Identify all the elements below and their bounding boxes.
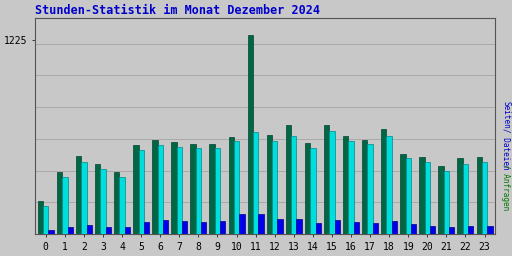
Bar (190, 144, 196, 234)
Bar (449, 227, 455, 234)
Bar (105, 227, 111, 234)
Bar (95, 164, 100, 234)
Bar (172, 142, 177, 234)
Bar (291, 136, 296, 234)
Bar (239, 214, 245, 234)
Bar (125, 227, 130, 234)
Bar (100, 169, 105, 234)
Bar (278, 219, 283, 234)
Bar (38, 201, 43, 234)
Bar (411, 224, 416, 234)
Bar (444, 171, 449, 234)
Bar (362, 140, 368, 234)
Bar (487, 226, 493, 234)
Bar (310, 148, 315, 234)
Text: Stunden-Statistik im Monat Dezember 2024: Stunden-Statistik im Monat Dezember 2024 (35, 4, 321, 17)
Bar (209, 144, 215, 234)
Bar (272, 141, 278, 234)
Bar (354, 222, 359, 234)
Bar (286, 125, 291, 234)
Bar (248, 35, 253, 234)
Bar (296, 219, 302, 234)
Bar (430, 226, 435, 234)
Bar (258, 214, 264, 234)
Bar (348, 141, 354, 234)
Bar (424, 162, 430, 234)
Bar (220, 221, 225, 234)
Bar (163, 220, 168, 234)
Bar (119, 177, 125, 234)
Bar (144, 222, 149, 234)
Bar (324, 125, 329, 234)
Bar (267, 135, 272, 234)
Bar (343, 136, 348, 234)
Bar (177, 147, 182, 234)
Bar (43, 206, 49, 234)
Bar (87, 225, 92, 234)
Bar (315, 223, 321, 234)
Bar (201, 222, 206, 234)
Bar (463, 164, 468, 234)
Bar (215, 148, 220, 234)
Bar (158, 145, 163, 234)
Bar (139, 150, 144, 234)
Bar (57, 172, 62, 234)
Bar (477, 157, 482, 234)
Bar (406, 158, 411, 234)
Bar (329, 131, 335, 234)
Text: / Anfragen: / Anfragen (501, 164, 510, 210)
Bar (49, 230, 54, 234)
Bar (457, 158, 463, 234)
Bar (468, 226, 474, 234)
Bar (253, 132, 258, 234)
Bar (234, 141, 239, 234)
Bar (373, 223, 378, 234)
Bar (62, 177, 68, 234)
Bar (482, 162, 487, 234)
Bar (335, 220, 340, 234)
Bar (68, 227, 73, 234)
Bar (305, 143, 310, 234)
Text: / Dateien: / Dateien (501, 128, 510, 169)
Bar (438, 166, 444, 234)
Bar (419, 157, 424, 234)
Bar (392, 221, 397, 234)
Bar (76, 156, 81, 234)
Bar (133, 145, 139, 234)
Bar (368, 144, 373, 234)
Bar (182, 221, 187, 234)
Text: Seiten: Seiten (501, 101, 510, 129)
Bar (152, 140, 158, 234)
Bar (387, 136, 392, 234)
Bar (400, 154, 406, 234)
Bar (381, 130, 387, 234)
Bar (228, 137, 234, 234)
Bar (81, 162, 87, 234)
Bar (114, 172, 119, 234)
Bar (196, 148, 201, 234)
